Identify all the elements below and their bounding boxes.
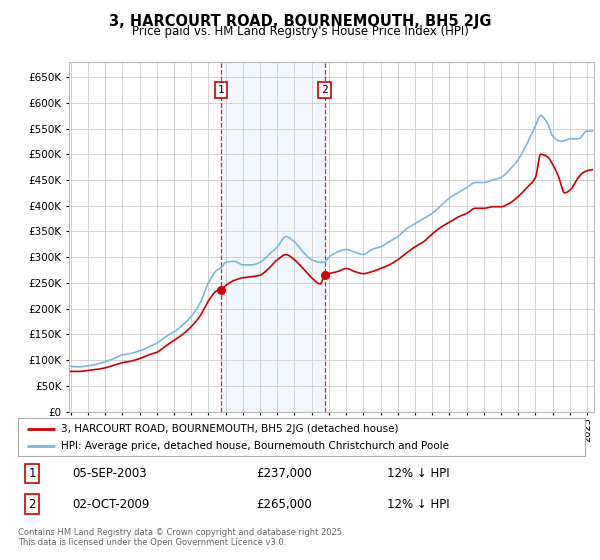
- Point: [217, 285, 226, 294]
- Text: 1: 1: [218, 85, 225, 95]
- Bar: [221, 62, 325, 412]
- Text: Contains HM Land Registry data © Crown copyright and database right 2025.
This d: Contains HM Land Registry data © Crown c…: [18, 528, 344, 547]
- Text: 05-SEP-2003: 05-SEP-2003: [72, 467, 146, 480]
- Text: 3, HARCOURT ROAD, BOURNEMOUTH, BH5 2JG (detached house): 3, HARCOURT ROAD, BOURNEMOUTH, BH5 2JG (…: [61, 423, 398, 433]
- Text: 12% ↓ HPI: 12% ↓ HPI: [386, 498, 449, 511]
- Text: 2: 2: [28, 498, 36, 511]
- Text: £265,000: £265,000: [256, 498, 312, 511]
- Text: 3, HARCOURT ROAD, BOURNEMOUTH, BH5 2JG: 3, HARCOURT ROAD, BOURNEMOUTH, BH5 2JG: [109, 14, 491, 29]
- Text: 1: 1: [28, 467, 36, 480]
- Text: £237,000: £237,000: [256, 467, 312, 480]
- Text: Price paid vs. HM Land Registry's House Price Index (HPI): Price paid vs. HM Land Registry's House …: [131, 25, 469, 38]
- Text: HPI: Average price, detached house, Bournemouth Christchurch and Poole: HPI: Average price, detached house, Bour…: [61, 441, 449, 451]
- Text: 02-OCT-2009: 02-OCT-2009: [72, 498, 149, 511]
- Point: [320, 270, 329, 279]
- Text: 2: 2: [321, 85, 328, 95]
- Text: 12% ↓ HPI: 12% ↓ HPI: [386, 467, 449, 480]
